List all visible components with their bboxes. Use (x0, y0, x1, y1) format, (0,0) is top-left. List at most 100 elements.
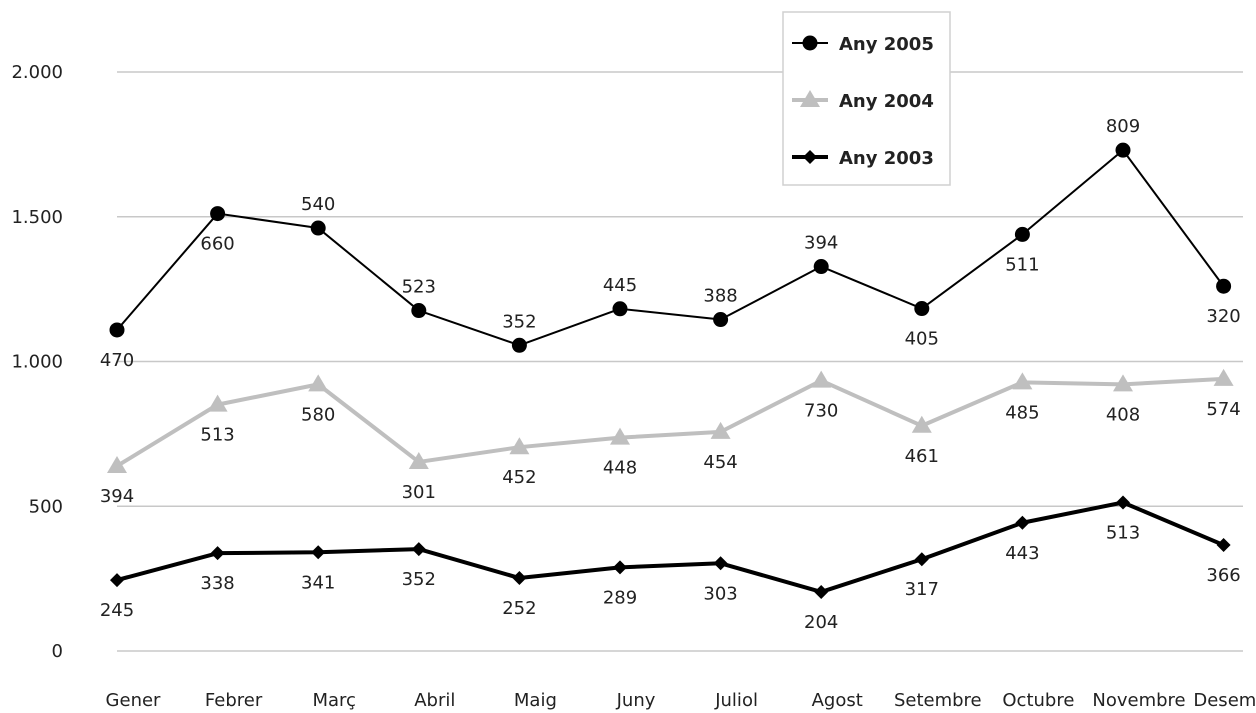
data-point-triangle (800, 90, 820, 107)
data-label: 809 (1106, 116, 1140, 137)
data-label: 303 (703, 583, 737, 604)
data-label: 388 (703, 286, 737, 307)
data-label: 408 (1106, 404, 1140, 425)
series-line (116, 149, 1225, 347)
data-label: 338 (200, 573, 234, 594)
x-tick-label: Juliol (714, 690, 758, 711)
data-point-triangle (1113, 374, 1133, 392)
data-label: 394 (804, 233, 838, 254)
data-label: 245 (100, 600, 134, 621)
data-labels: 245 338 341 352 252 289 303 204 317 443 513 366 394 5… (100, 116, 1241, 633)
x-tick-label: Gener (106, 690, 162, 711)
data-point-circle (411, 303, 427, 319)
x-tick-label: Febrer (205, 690, 263, 711)
data-point-triangle (1012, 372, 1033, 390)
x-axis-ticks: Gener Febrer Març Abril Maig Juny Juliol Agost S… (106, 690, 1256, 711)
x-tick-label: Juny (616, 690, 656, 711)
series-line (115, 376, 1224, 468)
data-label: 204 (804, 612, 838, 633)
series-lines (115, 149, 1225, 594)
data-label: 485 (1005, 402, 1039, 423)
data-point-triangle (408, 451, 429, 469)
data-label: 511 (1005, 254, 1039, 275)
data-label: 574 (1206, 399, 1240, 420)
data-label: 470 (100, 350, 134, 371)
data-label: 580 (301, 404, 335, 425)
y-axis-ticks: 0 500 1.000 1.500 2.000 (11, 62, 63, 662)
data-label: 443 (1005, 543, 1039, 564)
data-point-circle (210, 206, 226, 222)
data-point-triangle (107, 456, 127, 474)
data-point-diamond (210, 546, 225, 561)
data-point-circle (813, 259, 829, 275)
data-point-circle (310, 220, 326, 236)
data-label: 461 (905, 446, 939, 467)
data-point-triangle (811, 370, 832, 388)
data-label: 320 (1206, 306, 1240, 327)
data-label: 452 (502, 467, 536, 488)
data-label: 252 (502, 598, 536, 619)
x-tick-label: Octubre (1002, 690, 1074, 711)
y-tick-label: 500 (29, 496, 63, 517)
y-tick-label: 0 (52, 641, 63, 662)
data-point-triangle (610, 427, 630, 445)
data-label: 352 (402, 569, 436, 590)
data-point-diamond (411, 542, 426, 557)
data-point-triangle (509, 437, 530, 455)
data-label: 660 (200, 234, 234, 255)
x-tick-label: Agost (812, 690, 863, 711)
x-tick-label: Abril (414, 690, 455, 711)
y-tick-label: 1.000 (11, 352, 63, 373)
legend: Any 2005 Any 2004 Any 2003 (782, 11, 951, 186)
data-point-circle (1014, 226, 1030, 242)
legend-label: Any 2005 (839, 34, 934, 55)
data-point-triangle (911, 415, 932, 433)
data-point-diamond (803, 150, 817, 164)
data-point-diamond (512, 571, 527, 586)
data-point-diamond (613, 560, 627, 575)
data-point-circle (612, 301, 628, 317)
data-label: 454 (703, 452, 737, 473)
series-markers (107, 142, 1234, 599)
data-label: 730 (804, 401, 838, 422)
data-point-diamond (814, 584, 829, 599)
data-label: 513 (200, 425, 234, 446)
x-tick-label: Març (312, 690, 355, 711)
data-point-diamond (1015, 515, 1030, 530)
data-point-diamond (914, 552, 929, 567)
data-point-triangle (207, 394, 228, 412)
y-tick-label: 1.500 (11, 207, 63, 228)
legend-label: Any 2004 (839, 91, 934, 112)
data-point-triangle (308, 374, 329, 392)
x-tick-label: Desembre (1193, 690, 1256, 711)
data-label: 405 (905, 329, 939, 350)
y-tick-label: 2.000 (11, 62, 63, 83)
data-point-circle (914, 301, 930, 317)
data-point-diamond (110, 573, 124, 588)
data-label: 540 (301, 194, 335, 215)
data-label: 366 (1206, 565, 1240, 586)
x-tick-label: Maig (514, 690, 557, 711)
series-line (116, 500, 1225, 594)
data-label: 513 (1106, 522, 1140, 543)
data-point-circle (1115, 142, 1131, 158)
legend-label: Any 2003 (839, 148, 934, 169)
data-label: 352 (502, 311, 536, 332)
data-point-diamond (311, 545, 326, 560)
data-label: 317 (905, 579, 939, 600)
x-tick-label: Novembre (1092, 690, 1185, 711)
data-point-circle (713, 312, 729, 328)
data-label: 445 (603, 275, 637, 296)
data-point-circle (109, 322, 125, 338)
data-label: 301 (402, 482, 436, 503)
data-point-diamond (1116, 495, 1130, 510)
gridlines (117, 71, 1243, 652)
data-point-circle (511, 337, 527, 353)
x-tick-label: Setembre (894, 690, 982, 711)
data-point-diamond (713, 556, 728, 571)
data-point-circle (1216, 278, 1232, 294)
data-point-triangle (1213, 368, 1234, 386)
data-point-triangle (710, 421, 731, 439)
data-label: 394 (100, 486, 134, 507)
